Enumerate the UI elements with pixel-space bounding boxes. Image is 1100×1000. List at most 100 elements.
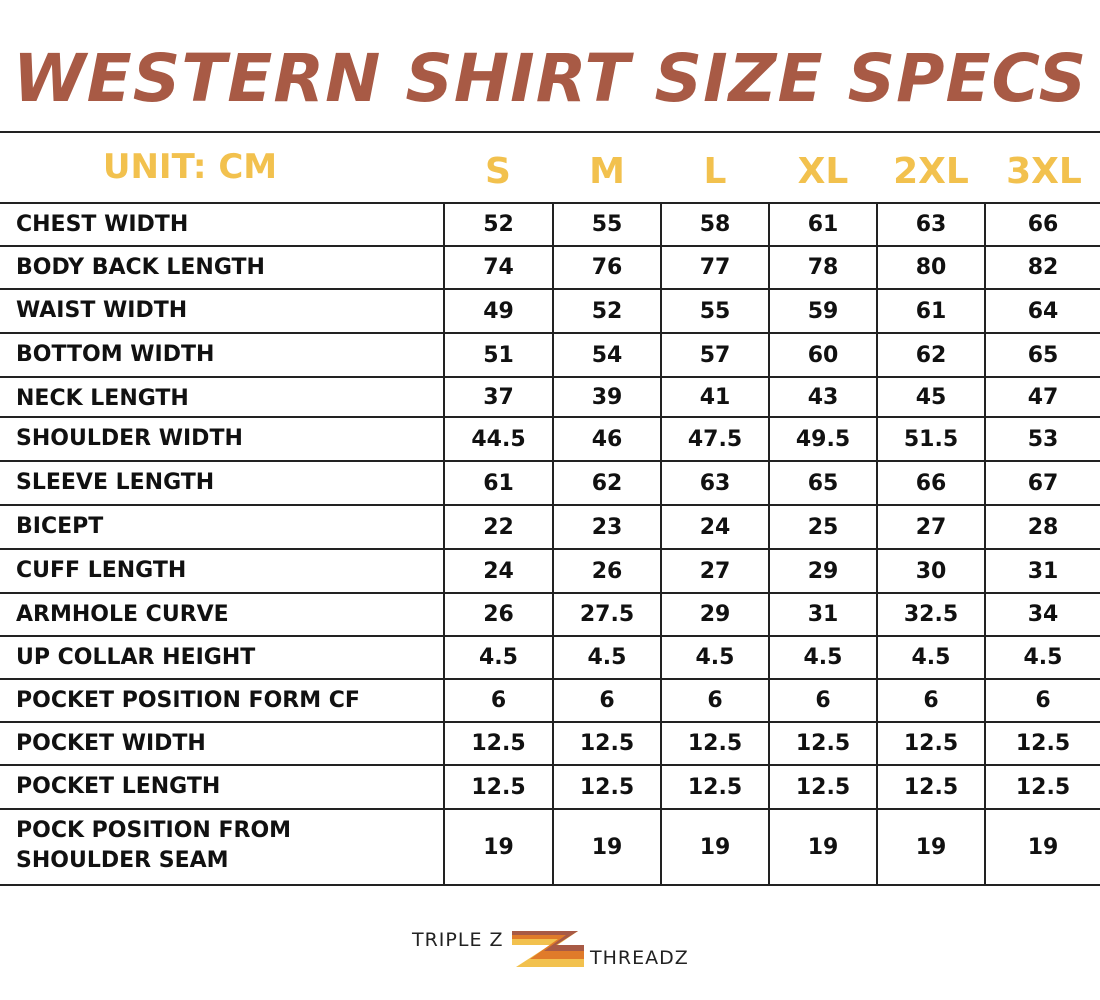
table-row: POCKET POSITION FORM CF 6 6 6 6 6 6 [0, 678, 1100, 723]
row-label: WAIST WIDTH [0, 288, 444, 334]
cell-l: 58 [660, 202, 769, 247]
table-row: BODY BACK LENGTH 74 76 77 78 80 82 [0, 245, 1100, 290]
divider [0, 131, 1100, 133]
cell-xl: 19 [768, 808, 877, 886]
row-label: SHOULDER WIDTH [0, 416, 444, 462]
cell-l: 4.5 [660, 635, 769, 680]
row-label: UP COLLAR HEIGHT [0, 635, 444, 680]
cell-s: 52 [443, 202, 553, 247]
cell-xl: 61 [768, 202, 877, 247]
cell-2xl: 27 [876, 504, 985, 550]
unit-label: UNIT: CM [102, 147, 278, 187]
cell-xl: 65 [768, 460, 877, 506]
row-label: POCK POSITION FROM SHOULDER SEAM [0, 808, 444, 886]
table-row: POCK POSITION FROM SHOULDER SEAM 19 19 19 19… [0, 808, 1100, 886]
cell-3xl: 12.5 [984, 764, 1100, 810]
size-spec-table: CHEST WIDTH 52 55 58 61 63 66 BODY BACK LENGTH 7… [0, 202, 1100, 886]
cell-l: 47.5 [660, 416, 769, 462]
row-label: CUFF LENGTH [0, 548, 444, 594]
cell-3xl: 19 [984, 808, 1100, 886]
cell-xl: 12.5 [768, 764, 877, 810]
cell-m: 12.5 [552, 764, 661, 810]
cell-xl: 25 [768, 504, 877, 550]
cell-s: 6 [443, 678, 553, 723]
cell-s: 49 [443, 288, 553, 334]
cell-m: 12.5 [552, 721, 661, 766]
cell-s: 74 [443, 245, 553, 290]
cell-s: 61 [443, 460, 553, 506]
page-title: WESTERN SHIRT SIZE SPECS [12, 40, 1088, 117]
cell-3xl: 12.5 [984, 721, 1100, 766]
row-label: SLEEVE LENGTH [0, 460, 444, 506]
cell-2xl: 32.5 [876, 592, 985, 637]
cell-l: 29 [660, 592, 769, 637]
size-header-m: M [589, 151, 625, 192]
cell-l: 63 [660, 460, 769, 506]
row-label: POCKET POSITION FORM CF [0, 678, 444, 723]
size-header-2xl: 2XL [893, 151, 969, 192]
brand-line2: THREADZ [590, 947, 689, 969]
cell-3xl: 34 [984, 592, 1100, 637]
cell-m: 39 [552, 376, 661, 418]
cell-l: 12.5 [660, 721, 769, 766]
cell-l: 24 [660, 504, 769, 550]
cell-m: 23 [552, 504, 661, 550]
cell-m: 19 [552, 808, 661, 886]
size-header-row: UNIT: CM S M L XL 2XL 3XL [0, 133, 1100, 202]
cell-s: 12.5 [443, 764, 553, 810]
cell-l: 12.5 [660, 764, 769, 810]
cell-m: 62 [552, 460, 661, 506]
cell-3xl: 4.5 [984, 635, 1100, 680]
size-header-3xl: 3XL [1006, 151, 1082, 192]
brand-logo: TRIPLE Z THREADZ [410, 925, 700, 970]
table-row: UP COLLAR HEIGHT 4.5 4.5 4.5 4.5 4.5 4.5 [0, 635, 1100, 680]
cell-3xl: 64 [984, 288, 1100, 334]
cell-3xl: 47 [984, 376, 1100, 418]
cell-m: 46 [552, 416, 661, 462]
cell-2xl: 66 [876, 460, 985, 506]
table-row: SHOULDER WIDTH 44.5 46 47.5 49.5 51.5 53 [0, 416, 1100, 462]
cell-2xl: 45 [876, 376, 985, 418]
row-label: CHEST WIDTH [0, 202, 444, 247]
table-row: BICEPT 22 23 24 25 27 28 [0, 504, 1100, 550]
cell-l: 6 [660, 678, 769, 723]
cell-m: 26 [552, 548, 661, 594]
cell-xl: 29 [768, 548, 877, 594]
cell-2xl: 62 [876, 332, 985, 378]
row-label: NECK LENGTH [0, 376, 444, 418]
table-row: POCKET WIDTH 12.5 12.5 12.5 12.5 12.5 12.5 [0, 721, 1100, 766]
cell-2xl: 12.5 [876, 721, 985, 766]
cell-2xl: 19 [876, 808, 985, 886]
row-label: POCKET WIDTH [0, 721, 444, 766]
cell-m: 27.5 [552, 592, 661, 637]
cell-xl: 49.5 [768, 416, 877, 462]
cell-l: 41 [660, 376, 769, 418]
table-row: NECK LENGTH 37 39 41 43 45 47 [0, 376, 1100, 418]
cell-l: 57 [660, 332, 769, 378]
cell-xl: 78 [768, 245, 877, 290]
cell-l: 27 [660, 548, 769, 594]
size-header-xl: XL [797, 151, 849, 192]
cell-m: 6 [552, 678, 661, 723]
cell-3xl: 31 [984, 548, 1100, 594]
cell-l: 19 [660, 808, 769, 886]
cell-2xl: 51.5 [876, 416, 985, 462]
cell-s: 26 [443, 592, 553, 637]
cell-xl: 43 [768, 376, 877, 418]
cell-m: 4.5 [552, 635, 661, 680]
cell-s: 22 [443, 504, 553, 550]
z-logo-icon [512, 931, 584, 967]
cell-s: 24 [443, 548, 553, 594]
cell-2xl: 63 [876, 202, 985, 247]
row-label: BICEPT [0, 504, 444, 550]
table-row: CUFF LENGTH 24 26 27 29 30 31 [0, 548, 1100, 594]
cell-3xl: 66 [984, 202, 1100, 247]
cell-m: 52 [552, 288, 661, 334]
cell-s: 12.5 [443, 721, 553, 766]
cell-xl: 59 [768, 288, 877, 334]
table-row: CHEST WIDTH 52 55 58 61 63 66 [0, 202, 1100, 247]
cell-xl: 4.5 [768, 635, 877, 680]
cell-xl: 6 [768, 678, 877, 723]
table-row: BOTTOM WIDTH 51 54 57 60 62 65 [0, 332, 1100, 378]
row-label: ARMHOLE CURVE [0, 592, 444, 637]
